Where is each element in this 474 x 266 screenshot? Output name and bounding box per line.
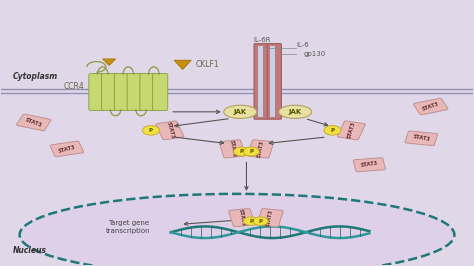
FancyBboxPatch shape: [247, 140, 273, 158]
FancyBboxPatch shape: [270, 46, 275, 117]
FancyBboxPatch shape: [153, 73, 168, 110]
Ellipse shape: [224, 105, 257, 118]
Text: P: P: [249, 219, 253, 224]
Text: STAT3: STAT3: [58, 144, 76, 153]
Text: P: P: [149, 128, 153, 133]
FancyBboxPatch shape: [219, 140, 245, 158]
FancyBboxPatch shape: [267, 44, 282, 119]
FancyBboxPatch shape: [127, 73, 142, 110]
Circle shape: [244, 217, 259, 225]
Circle shape: [324, 126, 341, 135]
FancyBboxPatch shape: [257, 209, 283, 227]
Circle shape: [243, 147, 259, 156]
Text: STAT3: STAT3: [360, 161, 378, 168]
Text: Nucleus: Nucleus: [12, 246, 46, 255]
Text: STAT3: STAT3: [266, 209, 274, 227]
Polygon shape: [174, 60, 191, 69]
Text: Cytoplasm: Cytoplasm: [12, 72, 58, 81]
FancyBboxPatch shape: [89, 73, 104, 110]
Ellipse shape: [279, 105, 312, 118]
Text: STAT3: STAT3: [25, 117, 43, 128]
FancyBboxPatch shape: [229, 209, 255, 227]
Text: Target gene
transcription: Target gene transcription: [106, 220, 151, 234]
Text: IL-6: IL-6: [297, 42, 310, 48]
Text: P: P: [240, 149, 244, 154]
FancyBboxPatch shape: [114, 73, 129, 110]
FancyBboxPatch shape: [101, 73, 117, 110]
Text: CKLF1: CKLF1: [196, 60, 219, 69]
Text: IL-6R: IL-6R: [253, 37, 271, 43]
Circle shape: [253, 217, 268, 225]
FancyBboxPatch shape: [353, 158, 385, 172]
Text: JAK: JAK: [234, 109, 247, 115]
FancyBboxPatch shape: [140, 73, 155, 110]
Text: STAT3: STAT3: [412, 134, 430, 142]
FancyBboxPatch shape: [405, 131, 438, 146]
Circle shape: [143, 126, 159, 135]
Text: gp130: gp130: [303, 51, 326, 57]
FancyBboxPatch shape: [17, 114, 51, 131]
Text: STAT3: STAT3: [346, 121, 356, 140]
Text: STAT3: STAT3: [256, 140, 264, 158]
Text: STAT3: STAT3: [228, 140, 236, 158]
Text: CCR4: CCR4: [64, 82, 84, 91]
FancyBboxPatch shape: [413, 98, 448, 115]
Ellipse shape: [19, 194, 455, 266]
Text: P: P: [259, 219, 263, 224]
Text: JAK: JAK: [289, 109, 302, 115]
Text: P: P: [249, 149, 253, 154]
FancyBboxPatch shape: [156, 121, 184, 140]
Text: P: P: [330, 128, 335, 133]
FancyBboxPatch shape: [337, 121, 365, 140]
Text: STAT3: STAT3: [238, 209, 246, 227]
FancyBboxPatch shape: [258, 46, 263, 117]
Text: STAT3: STAT3: [421, 101, 440, 112]
Polygon shape: [102, 59, 116, 65]
FancyBboxPatch shape: [50, 141, 84, 157]
Circle shape: [234, 147, 250, 156]
FancyBboxPatch shape: [254, 44, 268, 119]
Text: STAT3: STAT3: [165, 121, 174, 140]
